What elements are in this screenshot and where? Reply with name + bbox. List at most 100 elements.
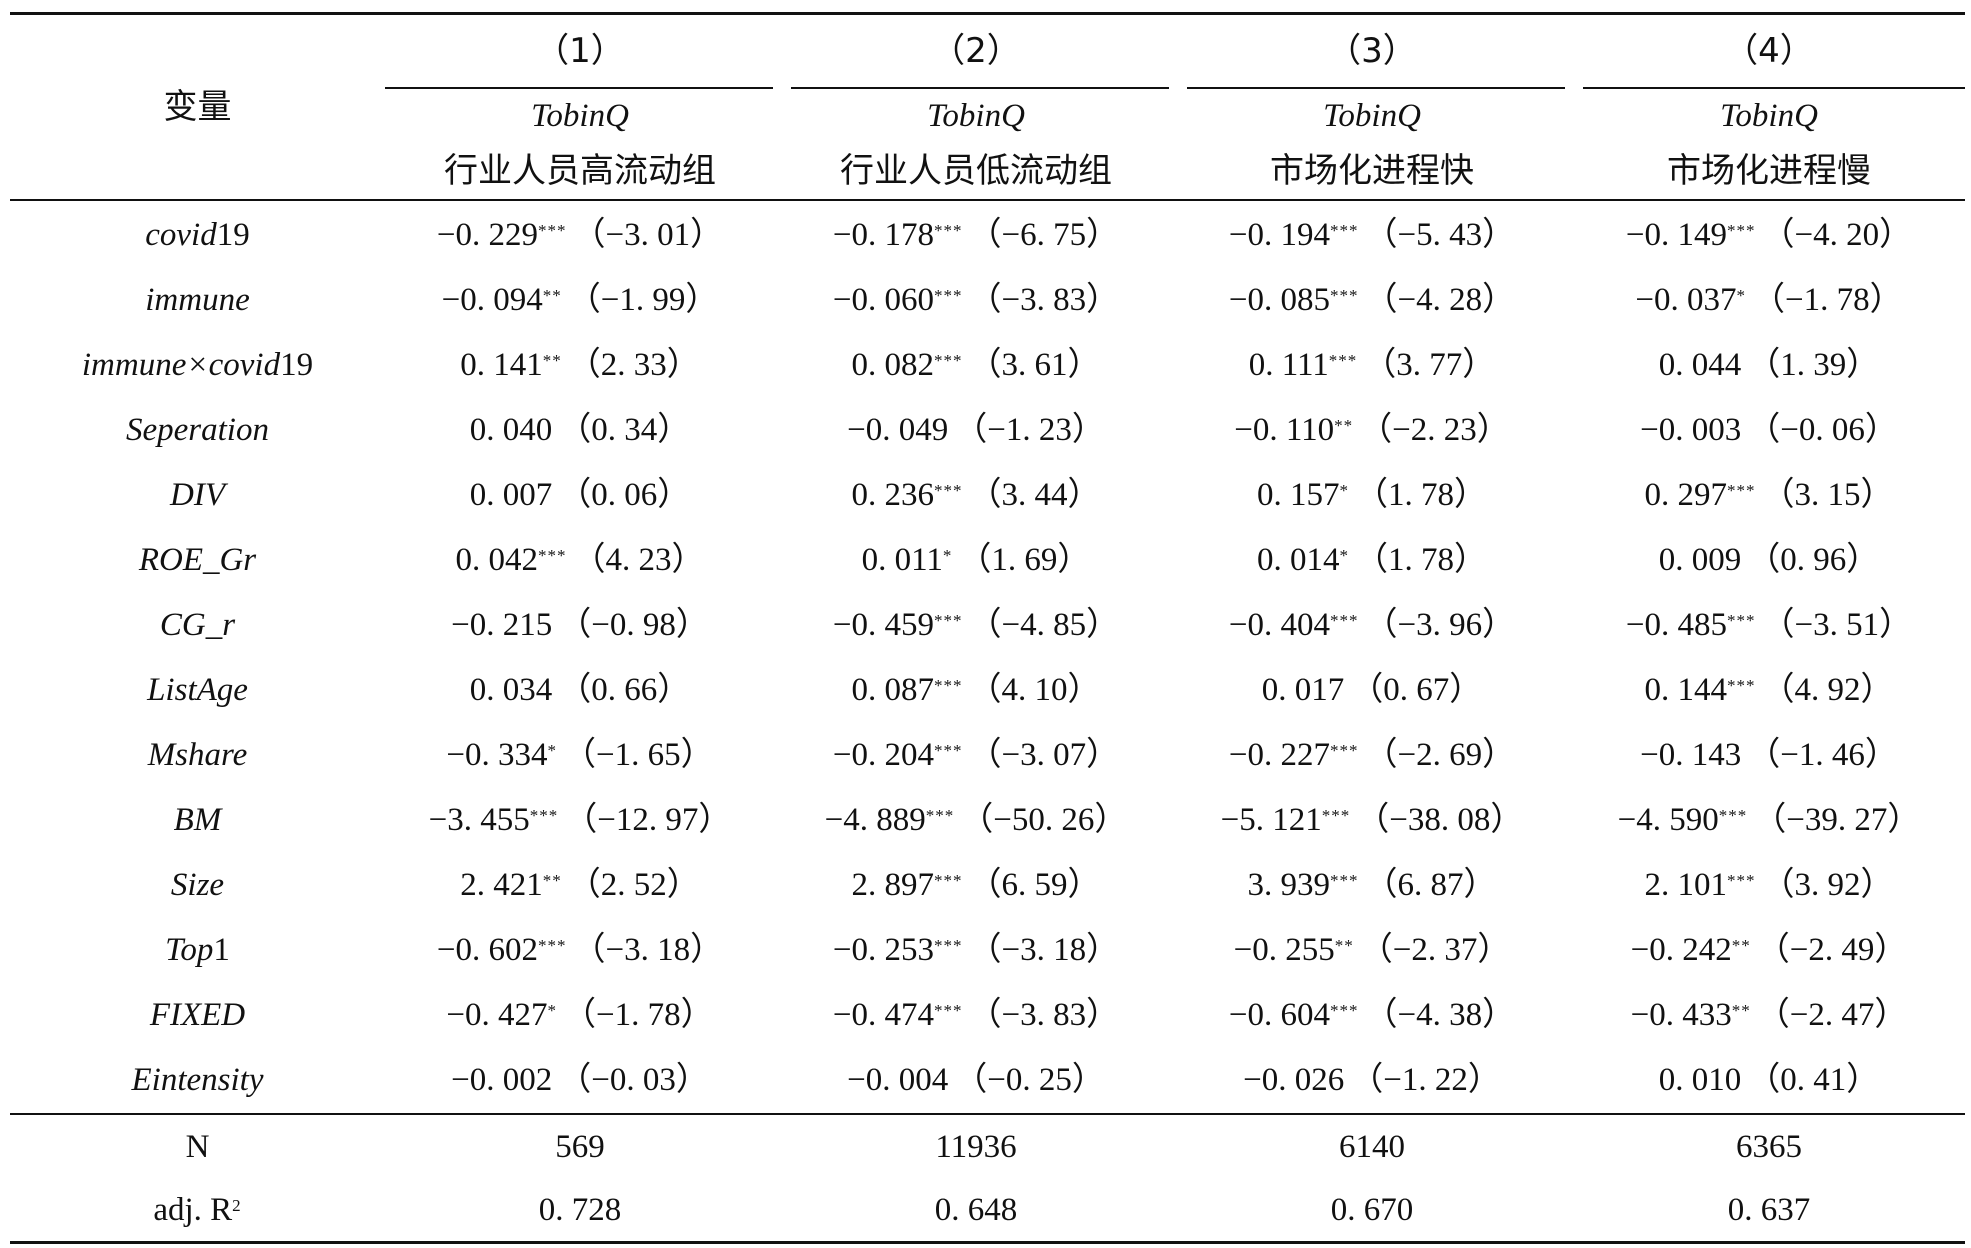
coefficient-cell: 0. 014 * （1. 78） (1177, 535, 1567, 585)
column-number-3: （3） (1327, 31, 1417, 71)
variable-name-main: Eintensity (131, 1061, 264, 1098)
coefficient-cell: −0. 004 （−0. 25） (781, 1055, 1171, 1105)
variable-name: Mshare (10, 730, 385, 780)
coefficient-value: 2. 897 (851, 866, 935, 903)
t-statistic: （−12. 97） (564, 801, 732, 838)
t-statistic: （−3. 01） (572, 216, 724, 253)
coefficient-cell: −0. 474 *** （−3. 83） (781, 990, 1171, 1040)
coefficient-value: −0. 094 (441, 281, 543, 318)
variable-name: BM (10, 795, 385, 845)
coefficient-cell: −0. 143 （−1. 46） (1573, 730, 1965, 780)
coefficient-value: −0. 242 (1630, 931, 1732, 968)
coefficient-cell: 0. 044 （1. 39） (1573, 340, 1965, 390)
t-statistic: （1. 78） (1355, 476, 1487, 513)
variable-name: ListAge (10, 665, 385, 715)
variable-name-main: immune (145, 281, 250, 318)
significance-stars: *** (1330, 870, 1359, 890)
t-statistic: （−0. 25） (954, 1061, 1105, 1098)
significance-stars: *** (934, 740, 963, 760)
variable-name-main: FIXED (149, 996, 246, 1033)
coefficient-value: −0. 253 (832, 931, 934, 968)
coefficient-cell: −0. 204 *** （−3. 07） (781, 730, 1171, 780)
variable-name-main: immune×covid (81, 346, 281, 383)
coefficient-cell: −0. 037 * （−1. 78） (1573, 275, 1965, 325)
t-statistic: （0. 67） (1350, 671, 1483, 708)
variable-name-main: Seperation (126, 411, 269, 448)
t-statistic: （−1. 22） (1350, 1061, 1501, 1098)
coefficient-cell: −4. 590 *** （−39. 27） (1573, 795, 1965, 845)
column-underline-3 (1187, 87, 1565, 89)
t-statistic: （−3. 96） (1364, 606, 1516, 643)
t-statistic: （−38. 08） (1356, 801, 1524, 838)
variable-name: FIXED (10, 990, 385, 1040)
coefficient-value: −0. 049 (847, 411, 949, 448)
t-statistic: （−4. 28） (1364, 281, 1516, 318)
variable-name-main: CG_r (159, 606, 236, 643)
significance-stars: * (1339, 545, 1349, 565)
t-statistic: （0. 41） (1747, 1061, 1880, 1098)
coefficient-value: 0. 082 (851, 346, 935, 383)
stats-separator-rule (10, 1113, 1965, 1115)
t-statistic: （3. 44） (968, 476, 1101, 513)
coefficient-cell: 0. 111 *** （3. 77） (1177, 340, 1567, 390)
dependent-variable-3: TobinQ (1323, 97, 1421, 134)
table-bottom-rule (10, 1241, 1965, 1244)
coefficient-value: −0. 459 (832, 606, 934, 643)
coefficient-value: 0. 111 (1248, 346, 1329, 383)
t-statistic: （2. 33） (567, 346, 700, 383)
coefficient-cell: −4. 889 *** （−50. 26） (781, 795, 1171, 845)
coefficient-value: −0. 037 (1635, 281, 1737, 318)
coefficient-value: −0. 204 (832, 736, 934, 773)
t-statistic: （0. 66） (558, 671, 691, 708)
coefficient-cell: −0. 094 ** （−1. 99） (385, 275, 775, 325)
t-statistic: （−5. 43） (1364, 216, 1516, 253)
variable-name: Top 1 (10, 925, 385, 975)
coefficient-value: 0. 017 (1261, 671, 1345, 708)
variable-name-main: ListAge (147, 671, 248, 708)
coefficient-value: 0. 007 (469, 476, 553, 513)
dependent-variable-1: TobinQ (531, 97, 629, 134)
coefficient-value: −0. 194 (1228, 216, 1330, 253)
significance-stars: ** (1731, 935, 1751, 955)
coefficient-value: 0. 014 (1257, 541, 1340, 578)
t-statistic: （3. 15） (1761, 476, 1894, 513)
significance-stars: * (547, 740, 557, 760)
t-statistic: （0. 06） (558, 476, 691, 513)
t-statistic: （4. 10） (968, 671, 1101, 708)
significance-stars: *** (934, 610, 963, 630)
coefficient-value: −0. 060 (832, 281, 934, 318)
t-statistic: （−6. 75） (968, 216, 1120, 253)
column-number-2: （2） (931, 31, 1021, 71)
t-statistic: （−1. 78） (1752, 281, 1903, 318)
variable-name-suffix: 1 (213, 931, 230, 968)
coefficient-value: −0. 334 (446, 736, 548, 773)
coefficient-value: 2. 101 (1644, 866, 1728, 903)
group-label-1: 行业人员高流动组 (444, 151, 716, 191)
significance-stars: *** (1727, 480, 1756, 500)
coefficient-cell: 0. 236 *** （3. 44） (781, 470, 1171, 520)
coefficient-value: −0. 085 (1228, 281, 1330, 318)
variable-name: immune (10, 275, 385, 325)
adj-r2-value-2: 0. 648 (934, 1191, 1018, 1228)
t-statistic: （−4. 38） (1364, 996, 1516, 1033)
t-statistic: （−39. 27） (1753, 801, 1921, 838)
coefficient-value: 0. 087 (851, 671, 935, 708)
coefficient-value: 0. 141 (460, 346, 543, 383)
significance-stars: *** (538, 220, 567, 240)
significance-stars: *** (934, 350, 963, 370)
significance-stars: *** (934, 675, 963, 695)
coefficient-value: 0. 040 (469, 411, 553, 448)
coefficient-cell: 0. 040 （0. 34） (385, 405, 775, 455)
coefficient-cell: 0. 042 *** （4. 23） (385, 535, 775, 585)
significance-stars: ** (1334, 415, 1354, 435)
coefficient-cell: −0. 433 ** （−2. 47） (1573, 990, 1965, 1040)
coefficient-value: −3. 455 (428, 801, 530, 838)
adj-r2-value-3: 0. 670 (1330, 1191, 1414, 1228)
coefficient-cell: −0. 404 *** （−3. 96） (1177, 600, 1567, 650)
coefficient-cell: −0. 194 *** （−5. 43） (1177, 210, 1567, 260)
coefficient-cell: −0. 110 ** （−2. 23） (1177, 405, 1567, 455)
t-statistic: （1. 69） (958, 541, 1091, 578)
coefficient-cell: −0. 334 * （−1. 65） (385, 730, 775, 780)
t-statistic: （−1. 65） (563, 736, 714, 773)
coefficient-value: 0. 010 (1658, 1061, 1742, 1098)
